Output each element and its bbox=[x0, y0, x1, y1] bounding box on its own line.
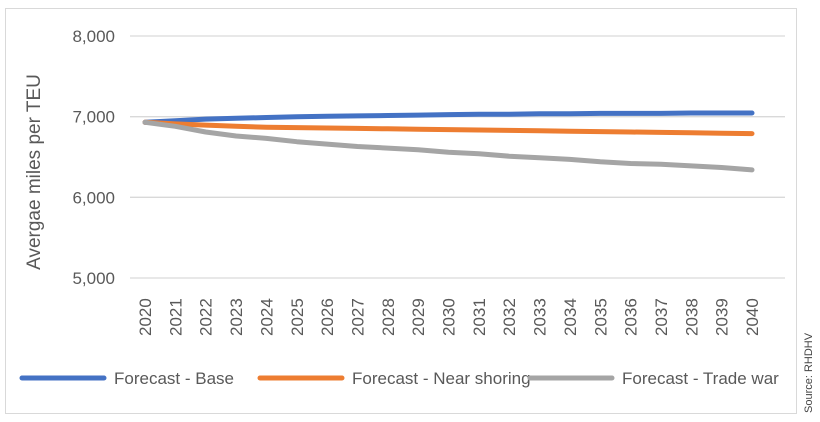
series-line-1 bbox=[142, 119, 755, 137]
legend-label: Forecast - Base bbox=[114, 369, 234, 388]
x-tick-label: 2033 bbox=[531, 298, 550, 336]
gridlines bbox=[130, 35, 785, 279]
y-tick-label: 7,000 bbox=[72, 108, 115, 127]
y-tick-label: 5,000 bbox=[72, 269, 115, 288]
x-tick-label: 2031 bbox=[470, 298, 489, 336]
x-tick-label: 2020 bbox=[136, 298, 155, 336]
x-tick-label: 2024 bbox=[257, 298, 276, 336]
x-tick-label: 2030 bbox=[440, 298, 459, 336]
x-tick-label: 2040 bbox=[743, 298, 762, 336]
y-axis-ticks: 5,000 6,000 7,000 8,000 bbox=[72, 27, 115, 288]
legend: Forecast - Base Forecast - Near shoring Fo… bbox=[19, 369, 779, 388]
x-tick-label: 2022 bbox=[197, 298, 216, 336]
x-tick-label: 2021 bbox=[166, 298, 185, 336]
x-axis-ticks: 2020 2021 2022 2023 2024 2025 2026 2027 2028 2029… bbox=[136, 298, 762, 336]
x-tick-label: 2032 bbox=[500, 298, 519, 336]
x-tick-label: 2025 bbox=[288, 298, 307, 336]
y-tick-label: 6,000 bbox=[72, 188, 115, 207]
series-line-0 bbox=[142, 110, 755, 125]
source-note: Source: RHDHV bbox=[803, 332, 815, 413]
x-tick-label: 2027 bbox=[348, 298, 367, 336]
x-tick-label: 2035 bbox=[591, 298, 610, 336]
x-tick-label: 2039 bbox=[713, 298, 732, 336]
series-line-2 bbox=[142, 119, 755, 173]
series-lines bbox=[142, 110, 755, 173]
x-tick-label: 2026 bbox=[318, 298, 337, 336]
x-tick-label: 2038 bbox=[682, 298, 701, 336]
x-tick-label: 2023 bbox=[227, 298, 246, 336]
x-tick-label: 2028 bbox=[379, 298, 398, 336]
legend-label: Forecast - Trade war bbox=[622, 369, 779, 388]
x-tick-label: 2036 bbox=[622, 298, 641, 336]
y-axis-label: Avergae miles per TEU bbox=[24, 74, 45, 270]
x-tick-label: 2037 bbox=[652, 298, 671, 336]
y-tick-label: 8,000 bbox=[72, 27, 115, 46]
legend-label: Forecast - Near shoring bbox=[352, 369, 531, 388]
x-tick-label: 2034 bbox=[561, 298, 580, 336]
chart-frame bbox=[5, 8, 797, 414]
x-tick-label: 2029 bbox=[409, 298, 428, 336]
